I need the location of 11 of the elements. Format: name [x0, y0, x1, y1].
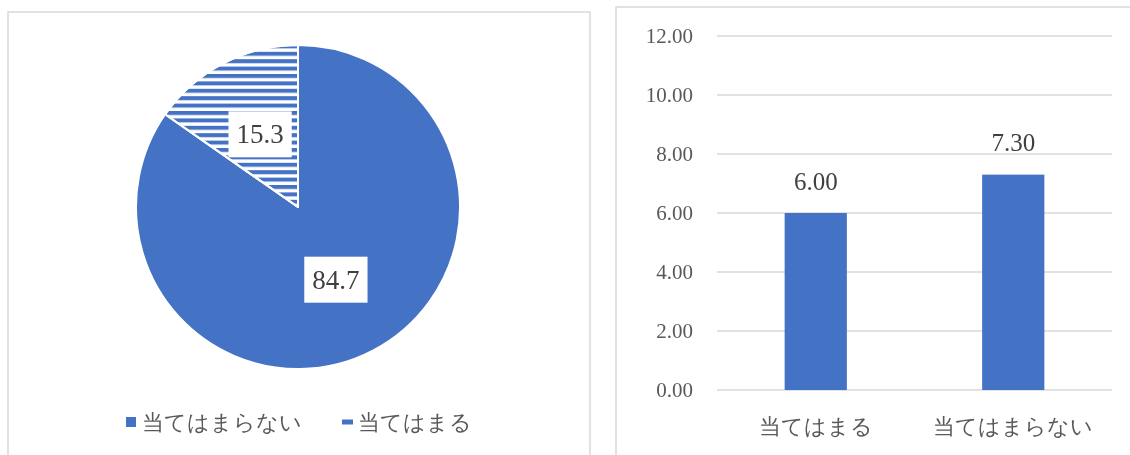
- data-label: 84.7: [312, 264, 360, 295]
- data-label: 7.30: [991, 129, 1036, 157]
- data-label: 6.00: [793, 167, 838, 195]
- y-tick-label: 8.00: [656, 142, 693, 166]
- y-tick-label: 10.00: [645, 83, 693, 107]
- y-tick-label: 4.00: [656, 260, 693, 284]
- data-label: 15.3: [236, 119, 284, 150]
- y-tick-label: 0.00: [656, 378, 693, 402]
- y-tick-label: 6.00: [656, 201, 693, 225]
- y-tick-label: 2.00: [656, 319, 693, 343]
- y-tick-label: 12.00: [645, 24, 693, 48]
